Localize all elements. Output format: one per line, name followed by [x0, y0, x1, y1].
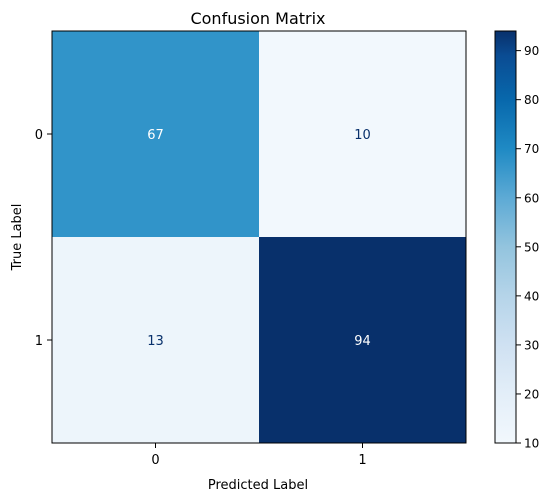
colorbar-tick-label: 50: [524, 240, 539, 254]
colorbar-tick-label: 40: [524, 289, 539, 303]
heatmap-cell-1-1: [259, 237, 466, 443]
colorbar-ticks: 10 20 30 40 50 60 70 80 90: [516, 44, 539, 451]
heatmap-cell-0-0: [52, 31, 259, 237]
chart-title: Confusion Matrix: [190, 9, 325, 28]
colorbar-tick-label: 10: [524, 437, 539, 451]
heatmap-cells: 67 10 13 94: [52, 31, 466, 443]
colorbar-tick-label: 60: [524, 191, 539, 205]
cell-value-label: 13: [147, 334, 164, 349]
x-tick-label: 1: [358, 453, 366, 468]
colorbar-tick-label: 30: [524, 338, 539, 352]
x-tick-label: 0: [151, 453, 159, 468]
colorbar-tick-label: 90: [524, 44, 539, 58]
x-axis-label: Predicted Label: [208, 478, 308, 493]
cell-value-label: 94: [354, 334, 371, 349]
axis-ticks: 0 1 0 1: [35, 128, 367, 468]
heatmap-cell-1-0: [52, 237, 259, 443]
cell-value-label: 67: [147, 128, 164, 143]
colorbar: [494, 30, 517, 444]
y-tick-label: 1: [35, 334, 43, 349]
plot-frame: [51, 30, 467, 444]
colorbar-tick-label: 70: [524, 142, 539, 156]
cell-value-label: 10: [354, 128, 371, 143]
y-axis-label: True Label: [10, 204, 25, 272]
y-tick-label: 0: [35, 128, 43, 143]
colorbar-tick-label: 20: [524, 387, 539, 401]
heatmap-cell-0-1: [259, 31, 466, 237]
colorbar-tick-label: 80: [524, 93, 539, 107]
